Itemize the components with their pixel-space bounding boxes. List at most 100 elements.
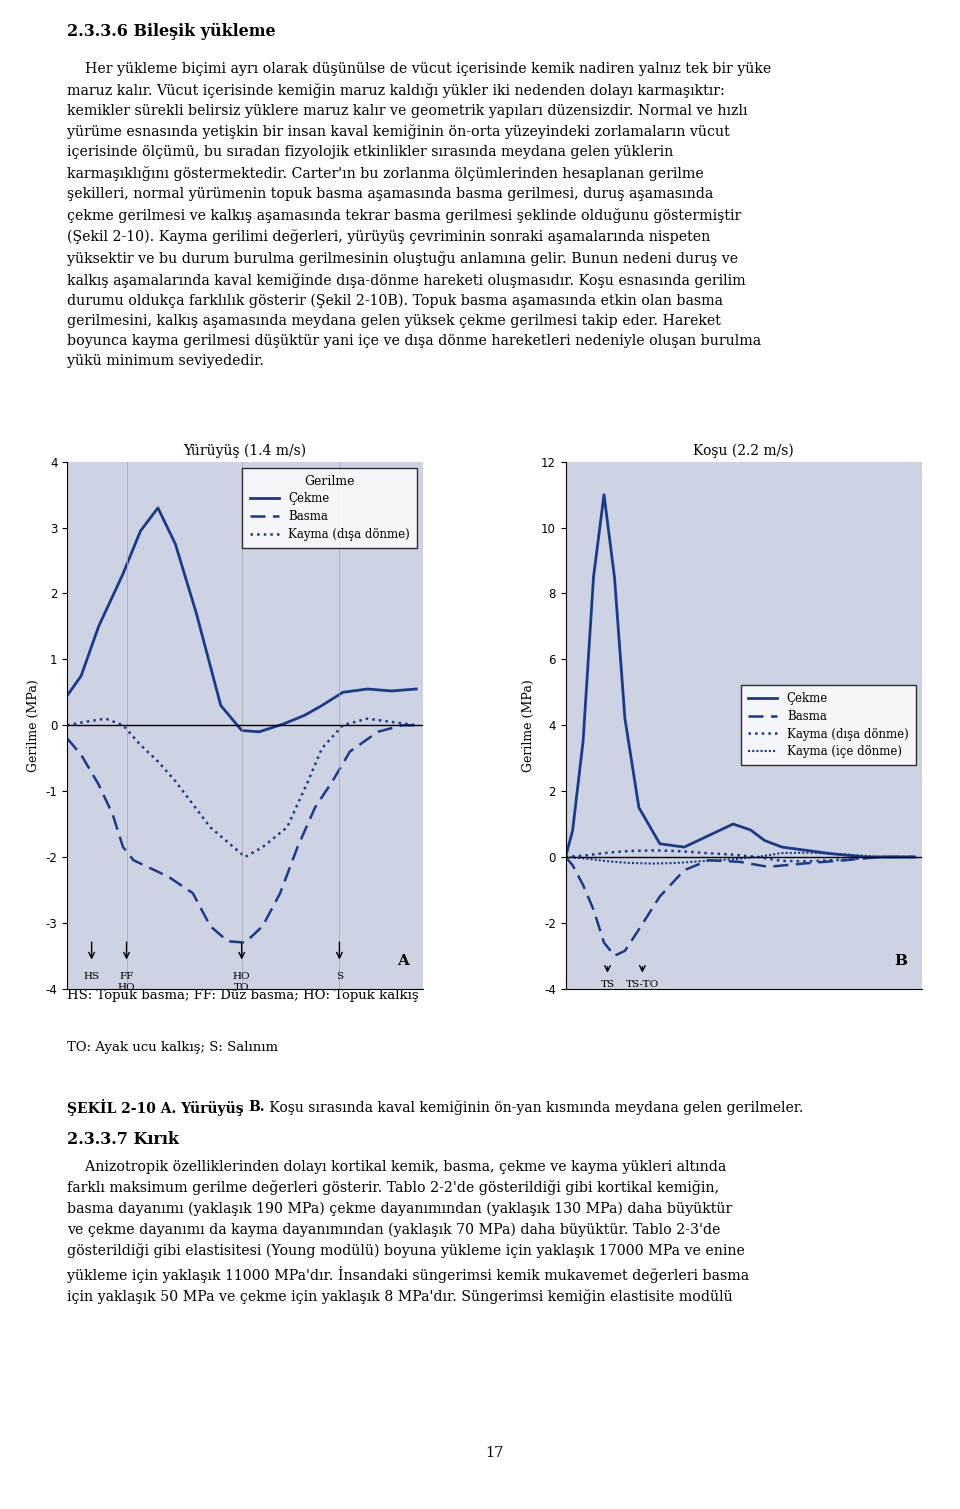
Kayma (dışa dönme) — [257, 837, 269, 856]
Basma — [411, 717, 422, 735]
Basma — [679, 862, 690, 880]
Line: Basma: Basma — [565, 857, 915, 955]
Kayma (dışa dönme) — [281, 818, 293, 836]
Basma — [560, 848, 571, 866]
Text: HS: Topuk basma; FF: Düz basma; HO: Topuk kalkış: HS: Topuk basma; FF: Düz basma; HO: Topu… — [67, 988, 419, 1002]
Text: B: B — [895, 954, 907, 967]
Kayma (içe dönme) — [623, 854, 635, 872]
Çekme — [191, 604, 203, 622]
Çekme — [588, 567, 599, 585]
Basma — [619, 942, 631, 960]
Çekme — [560, 848, 571, 866]
Çekme — [93, 617, 105, 635]
Çekme — [703, 827, 714, 845]
Çekme — [134, 522, 146, 540]
Kayma (dışa dönme) — [316, 739, 327, 758]
Basma — [61, 729, 73, 747]
Kayma (içe dönme) — [647, 854, 659, 872]
Çekme — [277, 715, 289, 733]
Basma — [344, 742, 355, 761]
Çekme — [61, 687, 73, 705]
Kayma (içe dönme) — [804, 844, 816, 862]
Basma — [577, 875, 588, 893]
Kayma (dışa dönme) — [134, 736, 146, 754]
Basma — [292, 837, 303, 856]
Çekme — [609, 567, 620, 585]
Basma — [703, 851, 714, 869]
Kayma (dışa dönme) — [700, 844, 711, 862]
Basma — [326, 773, 338, 791]
Kayma (dışa dönme) — [100, 709, 111, 727]
Kayma (içe dönme) — [909, 848, 921, 866]
Text: B.: B. — [249, 1100, 265, 1114]
Kayma (dışa dönme) — [153, 753, 164, 771]
Kayma (dışa dönme) — [337, 717, 348, 735]
Text: 2.3.3.7 Kırık: 2.3.3.7 Kırık — [67, 1130, 180, 1148]
Text: TO: Ayak ucu kalkış; S: Salınım: TO: Ayak ucu kalkış; S: Salınım — [67, 1041, 278, 1053]
Basma — [634, 920, 645, 939]
Text: HO
TO: HO TO — [233, 972, 251, 991]
Basma — [372, 723, 384, 741]
Çekme — [825, 845, 836, 863]
Basma — [162, 868, 174, 886]
Çekme — [654, 834, 665, 853]
Kayma (içe dönme) — [700, 853, 711, 871]
Basma — [396, 717, 408, 735]
Kayma (dışa dönme) — [302, 773, 314, 791]
Kayma (dışa dönme) — [909, 848, 921, 866]
Text: TS-TO: TS-TO — [626, 981, 659, 990]
Kayma (içe dönme) — [839, 845, 851, 863]
Legend: Çekme, Basma, Kayma (dışa dönme), Kayma (içe dönme): Çekme, Basma, Kayma (dışa dönme), Kayma … — [741, 685, 916, 765]
Legend: Çekme, Basma, Kayma (dışa dönme): Çekme, Basma, Kayma (dışa dönme) — [243, 468, 418, 548]
Basma — [117, 837, 129, 856]
Kayma (dışa dönme) — [581, 847, 592, 865]
Kayma (içe dönme) — [672, 854, 684, 872]
Kayma (dışa dönme) — [777, 853, 788, 871]
Kayma (dışa dönme) — [61, 717, 73, 735]
Line: Basma: Basma — [67, 726, 417, 943]
Basma — [257, 917, 269, 936]
Kayma (dışa dönme) — [362, 709, 373, 727]
Çekme — [566, 821, 578, 839]
Basma — [609, 946, 620, 964]
Kayma (dışa dönme) — [874, 848, 885, 866]
Basma — [797, 854, 808, 872]
Basma — [654, 887, 665, 905]
Basma — [107, 806, 118, 824]
Kayma (dışa dönme) — [411, 717, 422, 735]
Basma — [76, 745, 87, 764]
Title: Yürüyüş (1.4 m/s): Yürüyüş (1.4 m/s) — [183, 444, 307, 457]
Kayma (dışa dönme) — [117, 717, 129, 735]
Çekme — [153, 499, 164, 518]
Kayma (dışa dönme) — [647, 842, 659, 860]
Çekme — [253, 723, 265, 741]
Çekme — [117, 564, 129, 582]
Çekme — [411, 681, 422, 699]
Çekme — [860, 848, 872, 866]
Kayma (dışa dönme) — [839, 851, 851, 869]
Çekme — [777, 837, 788, 856]
Kayma (içe dönme) — [581, 850, 592, 868]
Text: A: A — [397, 954, 409, 967]
Çekme — [362, 681, 373, 699]
Basma — [909, 848, 921, 866]
Kayma (dışa dönme) — [752, 848, 763, 866]
Çekme — [598, 486, 610, 504]
Basma — [142, 857, 154, 875]
Basma — [187, 884, 199, 902]
Kayma (içe dönme) — [874, 848, 885, 866]
Kayma (dışa dönme) — [672, 842, 684, 860]
Line: Kayma (dışa dönme): Kayma (dışa dönme) — [565, 851, 915, 862]
Kayma (dışa dönme) — [239, 848, 251, 866]
Basma — [762, 857, 774, 875]
Text: TS: TS — [600, 981, 614, 990]
Text: Her yükleme biçimi ayrı olarak düşünülse de vücut içerisinde kemik nadiren yalnı: Her yükleme biçimi ayrı olarak düşünülse… — [67, 62, 772, 368]
Basma — [204, 917, 216, 936]
Çekme — [299, 706, 310, 724]
Kayma (içe dönme) — [728, 850, 739, 868]
Basma — [275, 884, 286, 902]
Çekme — [679, 837, 690, 856]
Text: FF
HO: FF HO — [118, 972, 135, 991]
Basma — [839, 851, 851, 869]
Çekme — [170, 536, 181, 554]
